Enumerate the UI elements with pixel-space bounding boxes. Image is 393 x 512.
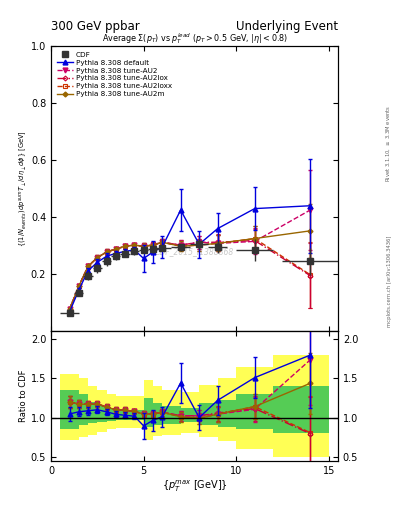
Text: Rivet 3.1.10, $\geq$ 3.3M events: Rivet 3.1.10, $\geq$ 3.3M events [385,105,392,182]
Y-axis label: Ratio to CDF: Ratio to CDF [19,370,28,422]
Title: Average $\Sigma(p_T)$ vs $p_T^{lead}$ ($p_T > 0.5$ GeV, $|\eta| < 0.8$): Average $\Sigma(p_T)$ vs $p_T^{lead}$ ($… [101,31,288,46]
Legend: CDF, Pythia 8.308 default, Pythia 8.308 tune-AU2, Pythia 8.308 tune-AU2lox, Pyth: CDF, Pythia 8.308 default, Pythia 8.308 … [55,50,174,99]
Text: 300 GeV ppbar: 300 GeV ppbar [51,20,140,33]
Y-axis label: $\{(1/N_{events})\, dp^{sum}T_\perp/d\eta_\perp d\phi\}$ [GeV]: $\{(1/N_{events})\, dp^{sum}T_\perp/d\et… [18,130,29,247]
Text: Underlying Event: Underlying Event [236,20,338,33]
Text: mcplots.cern.ch [arXiv:1306.3436]: mcplots.cern.ch [arXiv:1306.3436] [387,236,392,327]
Text: CDF_2015_I1388868: CDF_2015_I1388868 [155,247,234,256]
X-axis label: $\{p_T^{max}$ [GeV]$\}$: $\{p_T^{max}$ [GeV]$\}$ [162,478,228,494]
